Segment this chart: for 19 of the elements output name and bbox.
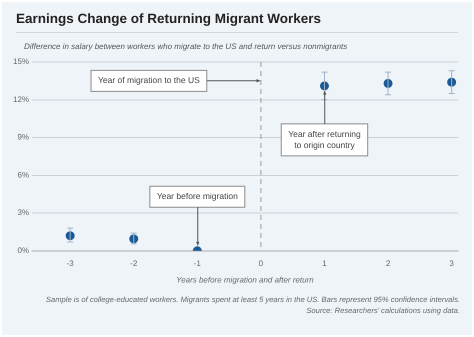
x-tick-label: 1: [322, 258, 328, 268]
y-tick-label: 9%: [17, 132, 30, 142]
annotation: Year of migration to the US: [98, 75, 200, 86]
y-tick-label: 6%: [17, 170, 30, 180]
y-tick-label: 0%: [17, 246, 30, 256]
y-tick-label: 15%: [12, 57, 30, 66]
x-tick-label: -3: [66, 258, 74, 268]
y-axis-title: Difference in salary between workers who migrate to the US and return versus nonmigrants: [24, 42, 348, 51]
x-tick-label: -1: [194, 258, 202, 268]
annotation: Year before migration: [156, 191, 238, 202]
x-axis-title: Years before migration and after return: [176, 275, 314, 284]
x-tick-label: -2: [130, 258, 138, 268]
x-tick-label: 3: [449, 258, 454, 268]
y-tick-label: 12%: [12, 94, 30, 104]
x-tick-label: 2: [386, 258, 391, 268]
chart-title: Earnings Change of Returning Migrant Workers: [16, 11, 322, 26]
y-tick-label: 3%: [17, 208, 30, 218]
annotation: Year after returning to origin country: [288, 128, 361, 150]
x-tick-label: 0: [258, 258, 264, 268]
